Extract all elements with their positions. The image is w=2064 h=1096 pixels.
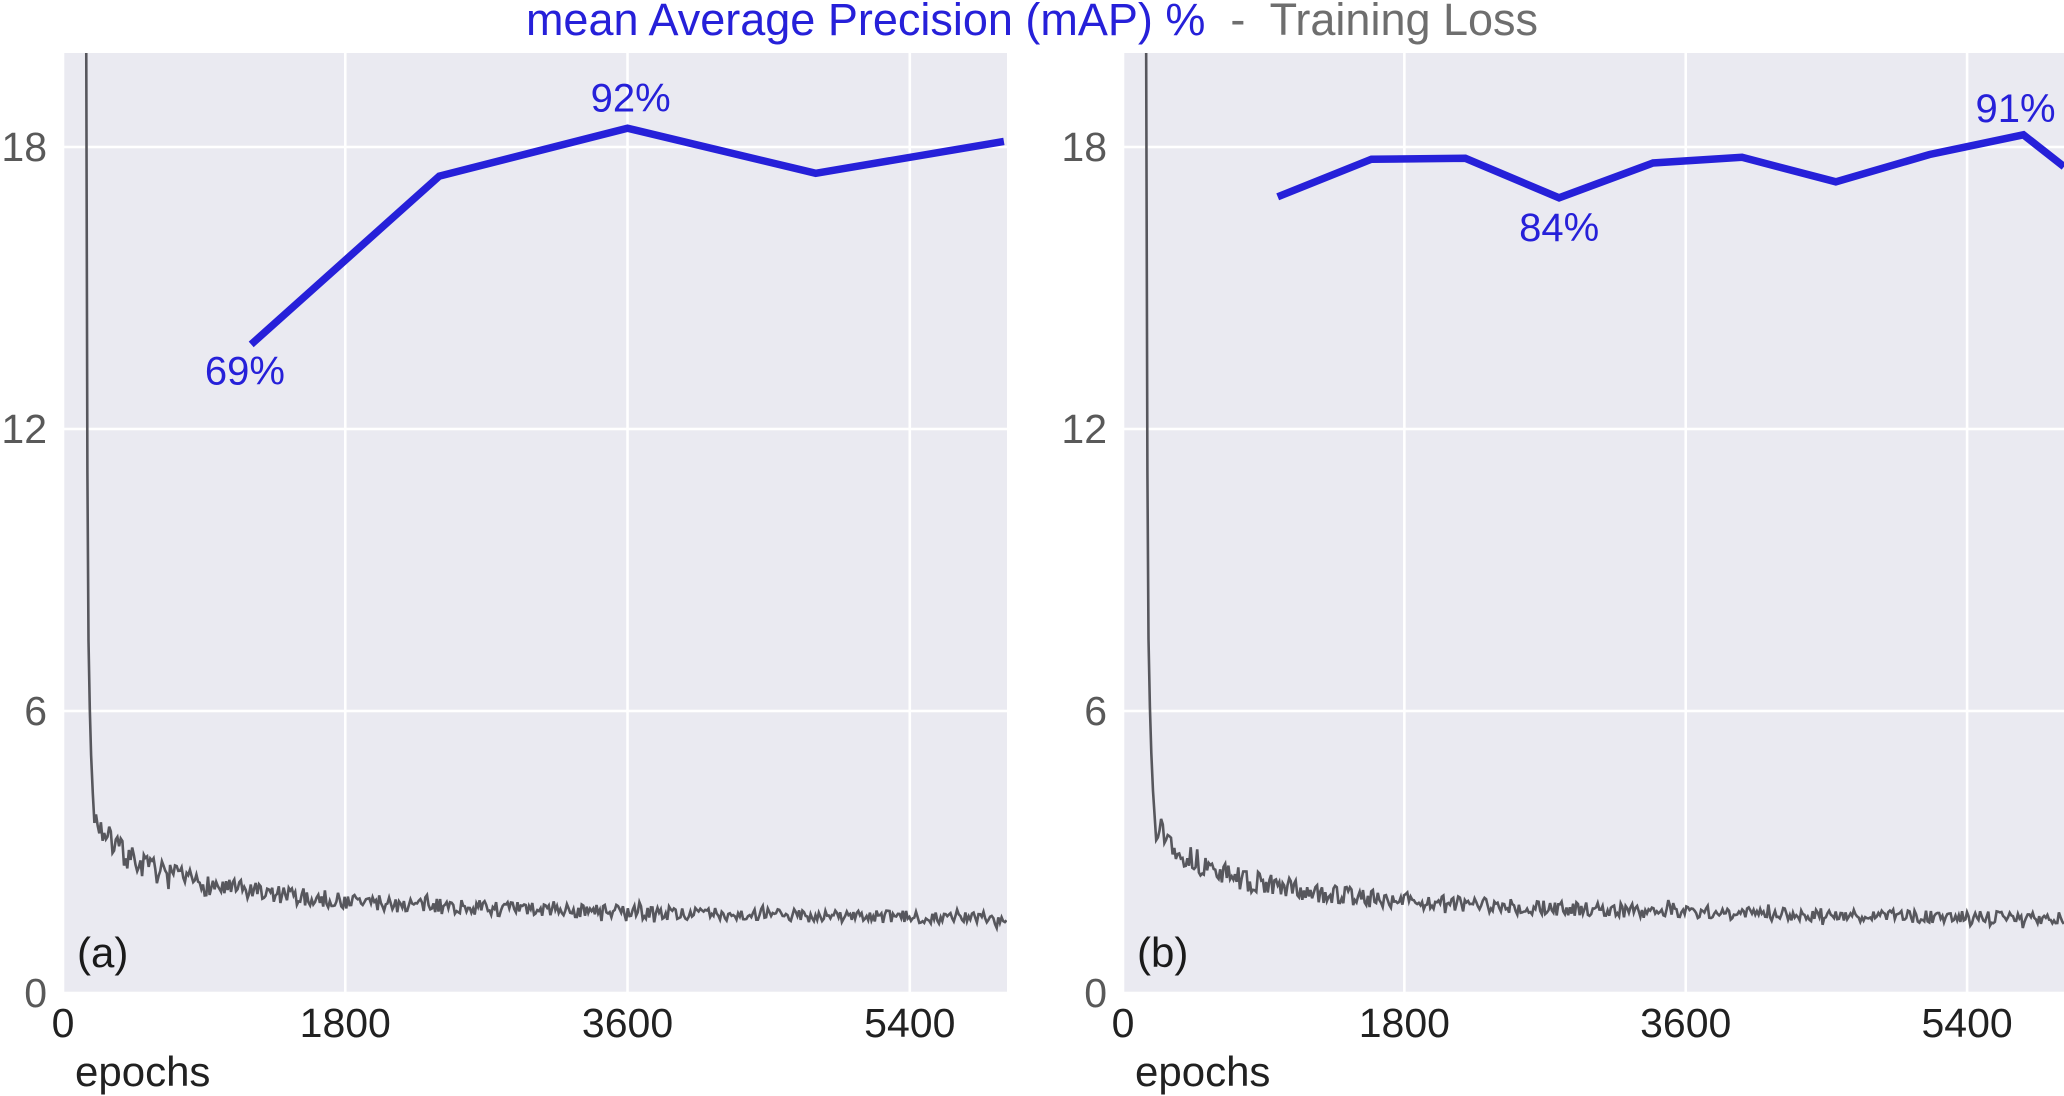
y-tick-label: 0 — [1084, 970, 1107, 1016]
panel-letter-label: (b) — [1137, 929, 1188, 976]
map-annotation: 91% — [1976, 87, 2056, 131]
y-tick-label: 6 — [1084, 688, 1107, 734]
map-annotation: 84% — [1519, 206, 1599, 250]
y-tick-label: 12 — [1061, 406, 1107, 452]
map-annotation: 92% — [591, 77, 671, 121]
map-annotation: 69% — [205, 349, 285, 393]
chart-title: mean Average Precision (mAP) % - Trainin… — [0, 0, 2064, 46]
plot-background — [1123, 53, 2064, 993]
x-tick-label: 0 — [52, 1000, 75, 1046]
x-axis-label: epochs — [1135, 1048, 1270, 1095]
x-tick-label: 1800 — [300, 1000, 391, 1046]
training-loss-curve — [1144, 53, 2064, 930]
map-line — [248, 124, 1005, 348]
panel-b: 84% 91% 0 6 12 18 0 1800 3600 5400 epochs (b) — [1061, 53, 2064, 1095]
map-line — [1276, 130, 2064, 202]
x-tick-label: 3600 — [1640, 1000, 1731, 1046]
y-tick-label: 0 — [24, 970, 47, 1016]
plot-background — [63, 53, 1007, 993]
title-loss-text: Training Loss — [1269, 0, 1539, 45]
training-loss-curve — [84, 53, 1007, 933]
x-tick-label: 3600 — [582, 1000, 673, 1046]
title-map-text: mean Average Precision (mAP) % — [525, 0, 1206, 45]
x-axis-label: epochs — [75, 1048, 210, 1095]
x-tick-label: 5400 — [1921, 1000, 2012, 1046]
title-separator: - — [1205, 0, 1270, 45]
x-tick-label: 5400 — [864, 1000, 955, 1046]
y-tick-label: 18 — [1061, 124, 1107, 170]
y-tick-label: 18 — [1, 124, 47, 170]
x-tick-label: 0 — [1112, 1000, 1135, 1046]
x-tick-label: 1800 — [1359, 1000, 1450, 1046]
y-tick-label: 6 — [24, 688, 47, 734]
y-tick-label: 12 — [1, 406, 47, 452]
panel-letter-label: (a) — [77, 929, 128, 976]
panel-a: 69% 92% 0 6 12 18 0 1800 3600 5400 epochs (a) — [1, 53, 1007, 1095]
